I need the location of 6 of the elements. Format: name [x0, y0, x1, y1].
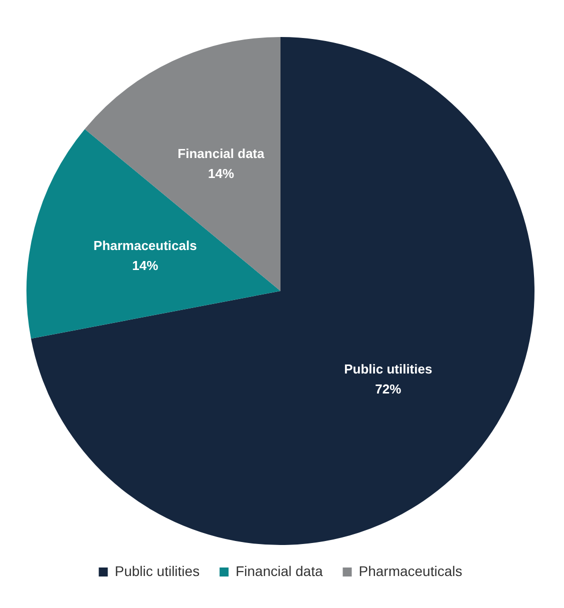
legend-label: Financial data — [236, 562, 323, 579]
data-label: Pharmaceuticals 14% — [94, 238, 197, 273]
legend-label: Public utilities — [114, 562, 200, 579]
legend-label: Pharmaceuticals — [358, 562, 462, 579]
data-label: Financial data 14% — [178, 146, 266, 182]
data-label: Public utilities 72% — [344, 362, 432, 397]
